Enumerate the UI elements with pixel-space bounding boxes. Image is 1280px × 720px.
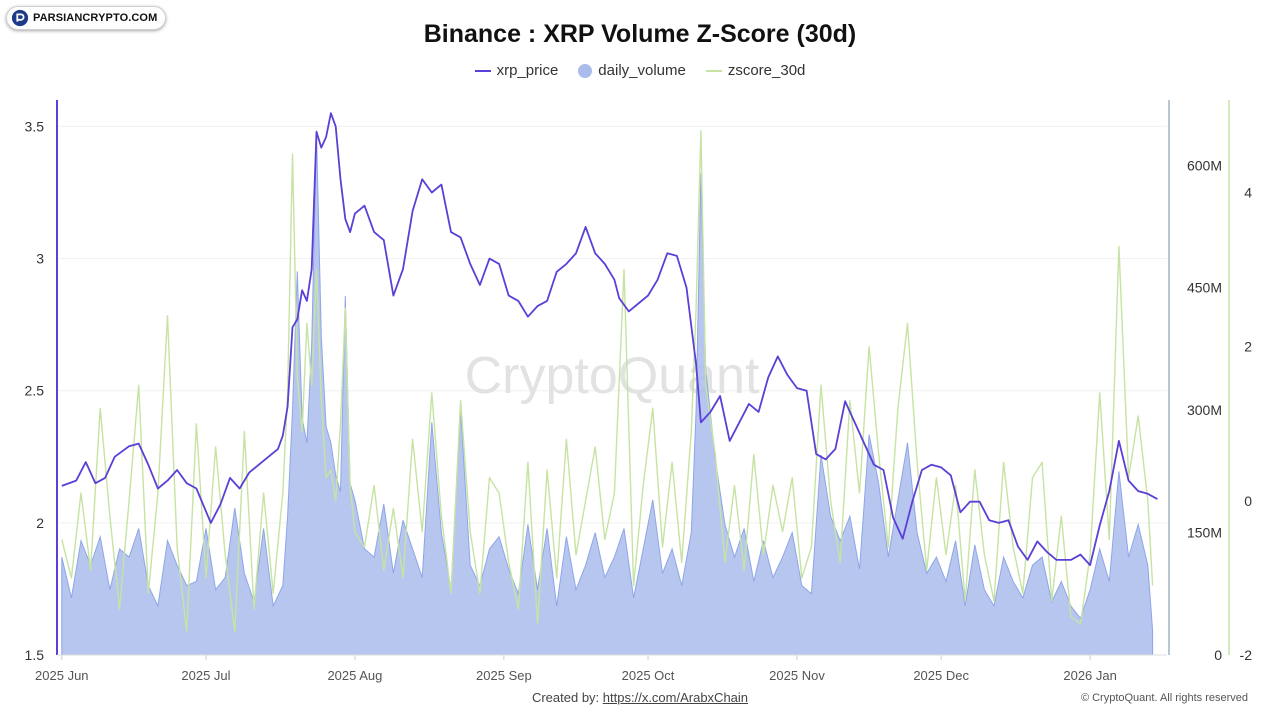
volume-tick-label: 600M: [1187, 157, 1222, 173]
legend-label-zscore: zscore_30d: [727, 62, 806, 79]
zscore-tick-label: 0: [1244, 493, 1252, 509]
logo-text: PARSIANCRYPTO.COM: [33, 12, 158, 24]
volume-tick-label: 300M: [1187, 402, 1222, 418]
parsiancrypto-logo-icon: [11, 9, 29, 27]
series-line-xrp_price: [61, 112, 1158, 566]
created-by-label: Created by:: [531, 690, 600, 705]
chart-legend: xrp_price daily_volume zscore_30d: [0, 62, 1280, 79]
footer-created-by: Created by: https://x.com/ArabxChain: [0, 690, 1280, 705]
x-tick-label: 2025 Nov: [769, 668, 825, 683]
price-tick-label: 1.5: [25, 647, 45, 663]
legend-label-xrp-price: xrp_price: [496, 62, 559, 79]
series-area-daily_volume: [61, 132, 1154, 656]
series-line-zscore_30d: [61, 130, 1154, 633]
price-tick-label: 3: [36, 251, 44, 267]
legend-item-zscore[interactable]: zscore_30d: [705, 62, 806, 79]
legend-label-daily-volume: daily_volume: [598, 62, 686, 79]
site-logo[interactable]: PARSIANCRYPTO.COM: [6, 6, 167, 30]
legend-swatch-daily-volume: [578, 63, 593, 78]
created-by-link[interactable]: https://x.com/ArabxChain: [602, 690, 749, 705]
x-tick-label: 2025 Sep: [476, 668, 532, 683]
x-tick-label: 2025 Dec: [913, 668, 969, 683]
zscore-tick-label: -2: [1240, 647, 1253, 663]
x-tick-label: 2025 Jun: [35, 668, 89, 683]
zscore-tick-label: 2: [1244, 339, 1252, 355]
legend-item-xrp-price[interactable]: xrp_price: [474, 62, 559, 79]
zscore-tick-label: 4: [1244, 185, 1252, 201]
volume-tick-label: 150M: [1187, 525, 1222, 541]
chart-title: Binance : XRP Volume Z-Score (30d): [423, 20, 857, 48]
footer-copyright: © CryptoQuant. All rights reserved: [1080, 692, 1248, 704]
volume-tick-label: 450M: [1187, 280, 1222, 296]
legend-item-daily-volume[interactable]: daily_volume: [578, 62, 686, 79]
volume-tick-label: 0: [1214, 647, 1222, 663]
price-tick-label: 3.5: [25, 118, 45, 134]
legend-swatch-zscore: [705, 69, 722, 72]
cryptoquant-watermark: CryptoQuant: [465, 347, 760, 405]
x-tick-label: 2025 Oct: [622, 668, 675, 683]
x-tick-label: 2025 Jul: [181, 668, 230, 683]
price-tick-label: 2.5: [25, 383, 45, 399]
price-tick-label: 2: [36, 515, 44, 531]
x-tick-label: 2025 Aug: [327, 668, 382, 683]
legend-swatch-xrp-price: [474, 69, 491, 72]
x-tick-label: 2026 Jan: [1063, 668, 1117, 683]
